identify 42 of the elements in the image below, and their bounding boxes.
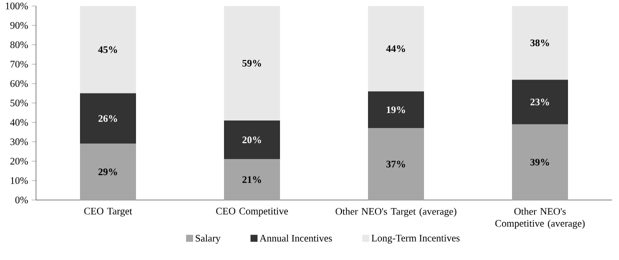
x-tick-label: Other NEO's Competitive (average) — [495, 208, 585, 229]
x-tick-label: CEO Competitive — [216, 208, 288, 216]
y-tick-label: 0% — [15, 196, 28, 204]
y-tick-label: 60% — [10, 80, 28, 87]
y-tick-label: 30% — [10, 138, 28, 146]
data-label: 29% — [98, 168, 118, 176]
legend-label: Long-Term Incentives — [372, 234, 460, 244]
y-tick-label: 70% — [10, 60, 28, 68]
bar — [368, 6, 424, 92]
y-tick-label: 20% — [10, 158, 28, 165]
data-label: 37% — [386, 160, 406, 168]
data-label: 19% — [386, 106, 406, 114]
y-tick-label: 40% — [10, 119, 28, 126]
bar — [512, 124, 568, 200]
data-label: 20% — [242, 136, 262, 144]
data-label: 44% — [386, 45, 406, 52]
y-tick-label: 100% — [6, 2, 28, 10]
data-label: 38% — [530, 39, 550, 46]
bar — [368, 128, 424, 200]
data-label: 45% — [98, 46, 118, 54]
bar — [512, 6, 568, 80]
legend-label: Annual Incentives — [260, 234, 332, 242]
bar — [224, 159, 280, 200]
legend-label: Salary — [196, 234, 221, 244]
bar — [368, 91, 424, 128]
data-label: 39% — [530, 158, 550, 166]
y-tick-label: 90% — [10, 22, 28, 29]
data-label: 23% — [530, 98, 550, 106]
data-label: 21% — [242, 176, 262, 183]
y-tick-label: 80% — [10, 41, 28, 48]
bar — [80, 6, 136, 94]
x-tick-label: CEO Target — [84, 208, 132, 217]
x-tick-label: Other NEO's Target (average) — [336, 208, 456, 217]
bar — [80, 144, 136, 200]
y-tick-label: 50% — [10, 100, 28, 106]
data-label: 59% — [242, 60, 262, 67]
bar — [80, 93, 136, 144]
bar — [512, 80, 568, 124]
bar — [224, 120, 280, 160]
data-label: 26% — [98, 115, 118, 122]
y-tick-label: 10% — [10, 177, 28, 184]
bar — [224, 6, 280, 120]
